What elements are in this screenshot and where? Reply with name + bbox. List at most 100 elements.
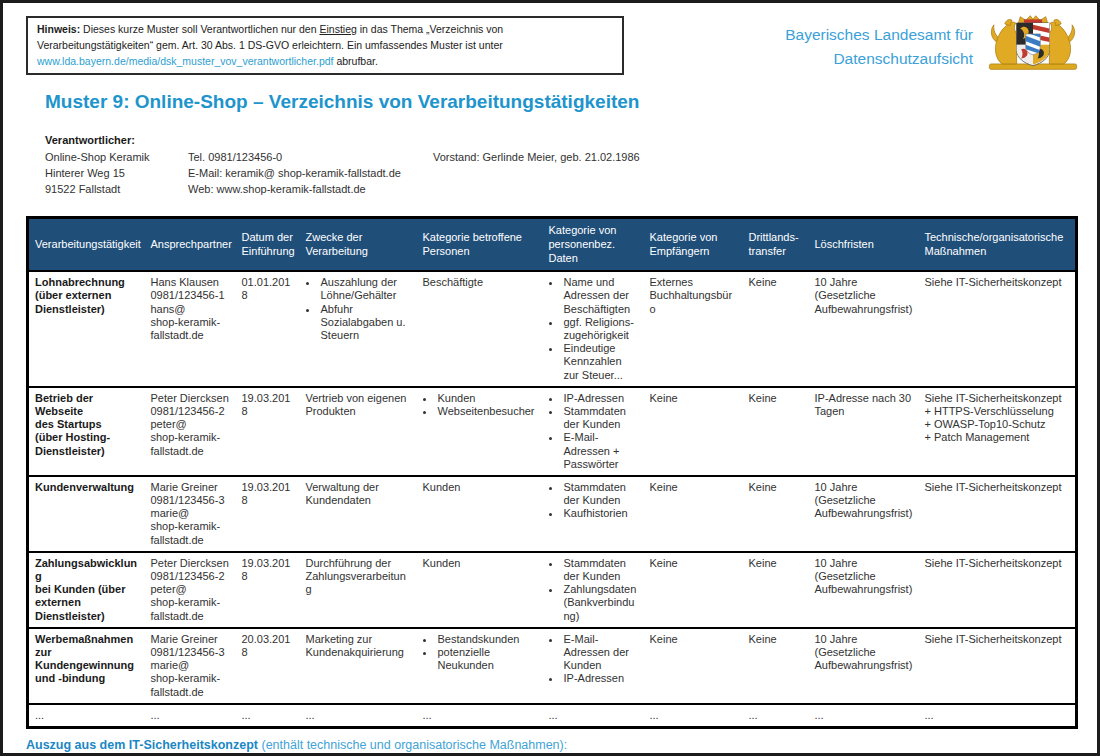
table-cell: ...: [644, 704, 743, 728]
table-cell: KundenWebseitenbesucher: [417, 387, 543, 476]
column-header: Datum der Einführung: [236, 218, 300, 272]
bullet-item: IP-Adressen: [562, 672, 639, 685]
cell-line: Hans Klausen: [151, 276, 231, 289]
hint-text-3: abrufbar.: [336, 55, 377, 67]
cell-line: Siehe IT-Sicherheitskonzept: [925, 392, 1071, 405]
cell-line: Dienstleister): [35, 610, 140, 623]
table-cell: Keine: [644, 628, 743, 704]
hint-box: Hinweis: Dieses kurze Muster soll Verant…: [26, 16, 624, 75]
cell-line: Dienstleister): [35, 445, 140, 458]
table-cell: Keine: [743, 476, 809, 552]
table-cell: 01.01.2018: [236, 271, 300, 387]
cell-line: Lohnabrechnung: [35, 276, 140, 289]
cell-line: peter@: [151, 583, 231, 596]
bullet-item: Stammdaten der Kunden: [562, 481, 639, 507]
bullet-list: Name und Adressen der Beschäftigtenggf. …: [549, 276, 639, 382]
cell-line: hans@: [151, 303, 231, 316]
table-cell: Stammdaten der KundenKaufhistorien: [543, 476, 644, 552]
controller-label: Verantwortlicher:: [45, 133, 1083, 149]
table-row: WerbemaßnahmenzurKundengewinnungund -bin…: [28, 628, 1077, 704]
bullet-item: IP-Adressen: [562, 392, 639, 405]
table-cell: Peter Diercksen0981/123456-2peter@shop-k…: [145, 387, 236, 476]
register-table-body: Lohnabrechnung(über externenDienstleiste…: [28, 271, 1077, 727]
bullet-list: Stammdaten der KundenKaufhistorien: [549, 481, 639, 521]
table-cell: Kunden: [417, 552, 543, 628]
table-cell: Marketing zur Kundenakquirierung: [300, 628, 417, 704]
security-title: Auszug aus dem IT-Sicherheitskonzept (en…: [26, 738, 1083, 752]
hint-label: Hinweis:: [37, 23, 80, 35]
security-title-rest: (enthält technische und organisatorische…: [258, 738, 567, 752]
table-cell: Keine: [743, 271, 809, 387]
table-cell: Kunden: [417, 476, 543, 552]
table-cell: ...: [145, 704, 236, 728]
cell-line: shop-keramik-: [151, 520, 231, 533]
cell-line: Kundenverwaltung: [35, 481, 140, 494]
table-cell: Keine: [644, 476, 743, 552]
bullet-list: Stammdaten der KundenZahlungsdaten (Bank…: [549, 557, 639, 623]
table-cell: 19.03.2018: [236, 476, 300, 552]
table-cell: Siehe IT-Sicherheitskonzept+ HTTPS-Versc…: [919, 387, 1077, 476]
table-cell: Stammdaten der KundenZahlungsdaten (Bank…: [543, 552, 644, 628]
cell-line: 0981/123456-2: [151, 405, 231, 418]
controller-address-line: Hinterer Weg 15: [45, 166, 188, 182]
table-cell: Auszahlung der Löhne/GehälterAbfuhr Sozi…: [300, 271, 417, 387]
controller-contact: Tel. 0981/123456-0 E-Mail: keramik@ shop…: [188, 150, 433, 198]
cell-line: fallstadt.de: [151, 329, 231, 342]
bullet-item: potenzielle Neukunden: [436, 646, 538, 672]
table-cell: ...: [28, 704, 145, 728]
cell-line: + OWASP-Top10-Schutz: [925, 418, 1071, 431]
bullet-item: E-Mail-Adressen + Passwörter: [562, 431, 639, 471]
table-cell: ...: [919, 704, 1077, 728]
table-cell: Verwaltung der Kundendaten: [300, 476, 417, 552]
agency-branding: Bayerisches Landesamt für Datenschutzauf…: [785, 13, 1083, 73]
table-cell: Betrieb der Webseitedes Startups(über Ho…: [28, 387, 145, 476]
cell-line: Peter Diercksen: [151, 557, 231, 570]
bullet-item: Stammdaten der Kunden: [562, 557, 639, 583]
bullet-item: E-Mail-Adressen der Kunden: [562, 633, 639, 673]
bullet-item: Auszahlung der Löhne/Gehälter: [319, 276, 412, 302]
table-cell: E-Mail-Adressen der KundenIP-Adressen: [543, 628, 644, 704]
security-section: Auszug aus dem IT-Sicherheitskonzept (en…: [26, 738, 1083, 756]
table-cell: ...: [809, 704, 919, 728]
cell-line: peter@: [151, 418, 231, 431]
bavarian-coat-of-arms-icon: [983, 13, 1083, 73]
cell-line: 0981/123456-1: [151, 289, 231, 302]
cell-line: (über externen: [35, 289, 140, 302]
register-table-head-row: VerarbeitungstätigkeitAnsprechpartnerDat…: [28, 218, 1077, 272]
table-cell: Keine: [644, 552, 743, 628]
cell-line: Zahlungsabwicklung: [35, 557, 140, 583]
cell-line: + Patch Management: [925, 431, 1071, 444]
bullet-item: Kaufhistorien: [562, 507, 639, 520]
controller-address-line: 91522 Fallstadt: [45, 182, 188, 198]
cell-line: zur: [35, 646, 140, 659]
table-row: KundenverwaltungMarie Greiner0981/123456…: [28, 476, 1077, 552]
bullet-list: IP-AdressenStammdaten der KundenE-Mail-A…: [549, 392, 639, 471]
table-cell: Durchführung der Zahlungsverarbeitung: [300, 552, 417, 628]
table-cell: Keine: [743, 387, 809, 476]
hint-einstieg-text: Einstieg: [319, 23, 356, 35]
cell-line: (über Hosting-: [35, 431, 140, 444]
table-cell: Siehe IT-Sicherheitskonzept: [919, 271, 1077, 387]
table-cell: Siehe IT-Sicherheitskonzept: [919, 552, 1077, 628]
cell-line: Dienstleister): [35, 303, 140, 316]
table-cell: Keine: [743, 552, 809, 628]
table-cell: IP-AdressenStammdaten der KundenE-Mail-A…: [543, 387, 644, 476]
hint-pdf-link[interactable]: www.lda.bayern.de/media/dsk_muster_vov_v…: [37, 55, 333, 67]
bullet-item: Name und Adressen der Beschäftigten: [562, 276, 639, 316]
document-page: Hinweis: Dieses kurze Muster soll Verant…: [0, 0, 1100, 756]
controller-phone: Tel. 0981/123456-0: [188, 150, 433, 166]
bullet-item: Webseitenbesucher: [436, 405, 538, 418]
table-row: Lohnabrechnung(über externenDienstleiste…: [28, 271, 1077, 387]
column-header: Löschfristen: [809, 218, 919, 272]
bullet-item: Bestandskunden: [436, 633, 538, 646]
cell-line: marie@: [151, 659, 231, 672]
table-cell: ...: [743, 704, 809, 728]
controller-address-line: Online-Shop Keramik: [45, 150, 188, 166]
hint-text-1: Dieses kurze Muster soll Verantwortliche…: [83, 23, 316, 35]
table-cell: 10 Jahre (Gesetzliche Aufbewahrungsfrist…: [809, 271, 919, 387]
table-cell: 10 Jahre (Gesetzliche Aufbewahrungsfrist…: [809, 552, 919, 628]
table-cell: Kundenverwaltung: [28, 476, 145, 552]
table-cell: Peter Diercksen0981/123456-2peter@shop-k…: [145, 552, 236, 628]
cell-line: Werbemaßnahmen: [35, 633, 140, 646]
cell-line: und -bindung: [35, 672, 140, 685]
